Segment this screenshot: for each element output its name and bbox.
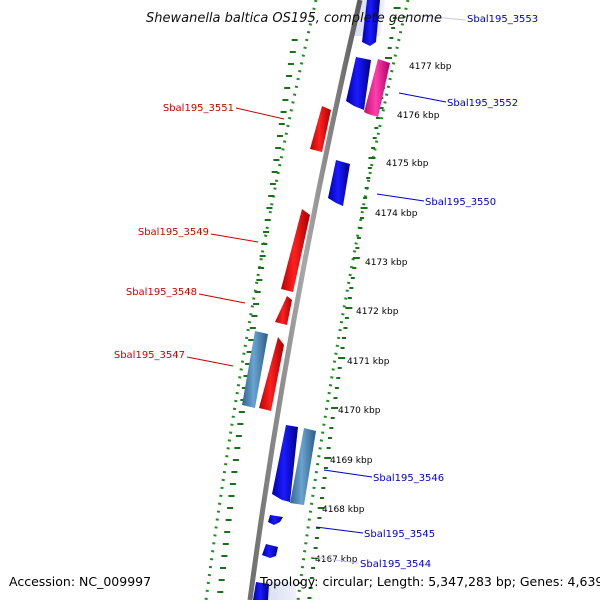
leader-line (398, 92, 447, 103)
leader-line (315, 526, 364, 534)
ruler-label: 4176 kbp (397, 111, 440, 121)
gene-label-sbal195-3551: Sbal195_3551 (163, 103, 234, 114)
gene-label-sbal195-3552: Sbal195_3552 (447, 98, 518, 109)
leader-line (376, 193, 425, 202)
features (242, 0, 390, 600)
leader-line (198, 293, 246, 304)
accession-text: Accession: NC_009997 (9, 574, 151, 589)
ruler-label: 4171 kbp (347, 357, 390, 367)
leader-line (235, 107, 285, 120)
gene-label-sbal195-3546: Sbal195_3546 (373, 473, 444, 484)
ruler-label: 4168 kbp (322, 505, 365, 515)
feature-bottom-blue (253, 582, 269, 600)
feature-sbal195-3550 (328, 160, 350, 206)
ruler-label: 4170 kbp (338, 406, 381, 416)
feature-sbal195-3551 (310, 106, 331, 152)
leader-lines (186, 14, 467, 564)
gene-label-sbal195-3553: Sbal195_3553 (467, 14, 538, 25)
gene-label-sbal195-3545: Sbal195_3545 (364, 529, 435, 540)
genome-backbone (247, 0, 363, 600)
genome-summary-text: Topology: circular; Length: 5,347,283 bp… (259, 574, 600, 589)
feature-sbal195-3553 (362, 0, 380, 46)
leader-line (186, 356, 234, 367)
gene-label-sbal195-3544: Sbal195_3544 (360, 559, 431, 570)
feature-sbal195-3548 (275, 296, 292, 325)
gene-labels: Sbal195_3553 Sbal195_3552 Sbal195_3551 S… (114, 14, 538, 570)
ruler-labels: 4177 kbp 4176 kbp 4175 kbp 4174 kbp 4173… (315, 62, 452, 565)
feature-sbal195-3546 (272, 425, 298, 502)
feature-sbal195-3545 (268, 515, 283, 525)
ruler-label: 4173 kbp (365, 258, 408, 268)
ghost-feature (262, 582, 296, 600)
ruler-label: 4172 kbp (356, 307, 399, 317)
leader-line (210, 233, 259, 243)
feature-sbal195-3547 (259, 337, 284, 411)
ruler-label: 4169 kbp (330, 456, 373, 466)
leader-line (323, 469, 373, 478)
feature-rna-3552b (364, 59, 390, 117)
ruler-label: 4175 kbp (386, 159, 429, 169)
feature-sbal195-3549 (281, 209, 310, 292)
gene-label-sbal195-3548: Sbal195_3548 (126, 287, 197, 298)
feature-rna-3547b (242, 331, 268, 408)
leader-line (411, 14, 467, 21)
feature-sbal195-3552 (346, 57, 371, 110)
gene-label-sbal195-3550: Sbal195_3550 (425, 197, 496, 208)
gene-label-sbal195-3549: Sbal195_3549 (138, 227, 209, 238)
ruler-label: 4177 kbp (409, 62, 452, 72)
gene-label-sbal195-3547: Sbal195_3547 (114, 350, 185, 361)
map-title: Shewanella baltica OS195, complete genom… (146, 11, 442, 26)
feature-sbal195-3544 (262, 544, 278, 558)
feature-rna-3546b (290, 428, 316, 505)
leader-line (311, 556, 359, 564)
ruler-label: 4174 kbp (375, 209, 418, 219)
